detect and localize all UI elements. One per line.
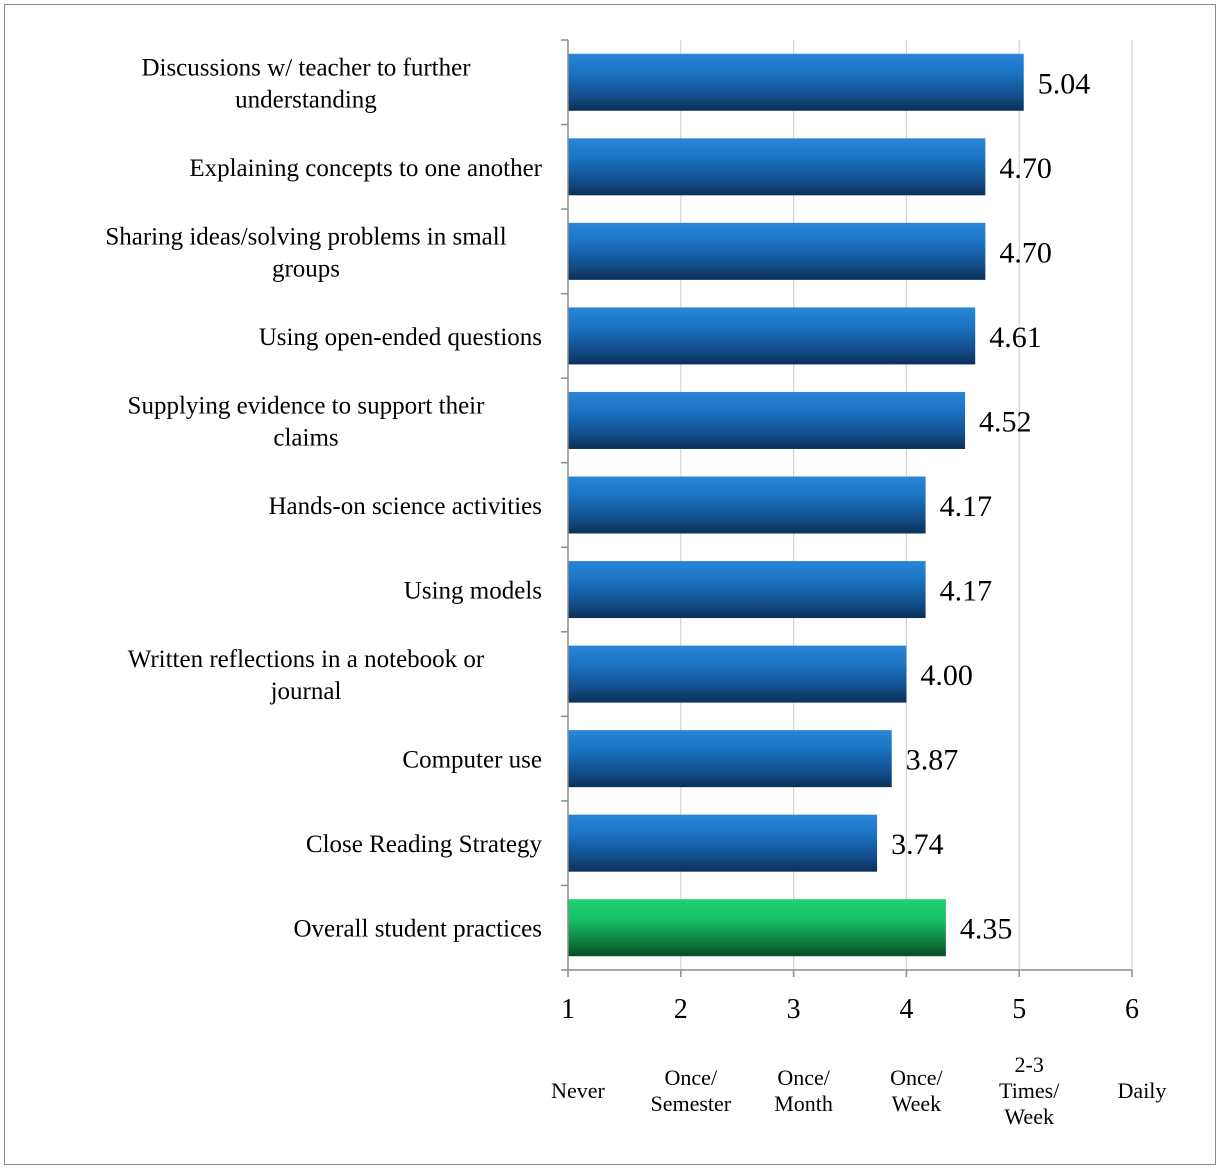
category-label: Close Reading Strategy [306, 831, 543, 858]
bar [568, 645, 907, 703]
data-label: 4.61 [989, 321, 1042, 354]
bar [568, 391, 966, 449]
bar [568, 222, 986, 280]
frequency-label: 2-3 Times/Week [999, 1052, 1060, 1129]
axes [561, 39, 1133, 977]
category-label: Overall student practices [293, 916, 542, 943]
x-tick-label: 6 [1125, 994, 1139, 1025]
data-label: 4.70 [999, 236, 1052, 269]
x-tick-label: 5 [1012, 994, 1026, 1025]
bar [568, 53, 1024, 111]
x-tick-label: 2 [674, 994, 688, 1025]
x-tick-label: 1 [561, 994, 575, 1025]
bar [568, 814, 878, 872]
frequency-label: Never [551, 1078, 605, 1103]
category-label: Sharing ideas/solving problems in small g… [105, 223, 506, 282]
category-label: Discussions w/ teacher to further underst… [141, 54, 471, 113]
category-label: Hands-on science activities [268, 493, 542, 520]
bar [568, 899, 946, 957]
data-label: 4.00 [920, 659, 973, 692]
category-label: Explaining concepts to one another [189, 155, 542, 182]
bar [568, 307, 976, 365]
category-label: Using open-ended questions [259, 324, 542, 351]
frequency-label: Once/Semester [650, 1065, 731, 1116]
frequency-label: Once/Month [774, 1065, 833, 1116]
bar [568, 476, 926, 534]
data-label: 3.74 [891, 828, 944, 861]
bar [568, 730, 892, 788]
data-label: 4.52 [979, 405, 1032, 438]
data-label: 3.87 [906, 744, 959, 777]
data-label: 4.17 [940, 575, 993, 608]
data-label: 4.17 [940, 490, 993, 523]
frequency-label: Daily [1118, 1078, 1167, 1103]
category-label: Written reflections in a notebook or jour… [128, 646, 485, 705]
data-label: 4.70 [999, 152, 1052, 185]
category-label: Computer use [402, 747, 542, 774]
category-label: Using models [404, 578, 542, 605]
bar [568, 138, 986, 196]
frequency-label: Once/Week [890, 1065, 943, 1116]
x-tick-label: 4 [899, 994, 913, 1025]
bar [568, 561, 926, 619]
data-label: 5.04 [1038, 67, 1091, 100]
bars [568, 53, 1024, 957]
category-label: Supplying evidence to support their claim… [128, 392, 486, 451]
data-label: 4.35 [960, 913, 1013, 946]
x-tick-label: 3 [787, 994, 801, 1025]
labels: 5.04 Discussions w/ teacher to further und… [105, 54, 1166, 1129]
